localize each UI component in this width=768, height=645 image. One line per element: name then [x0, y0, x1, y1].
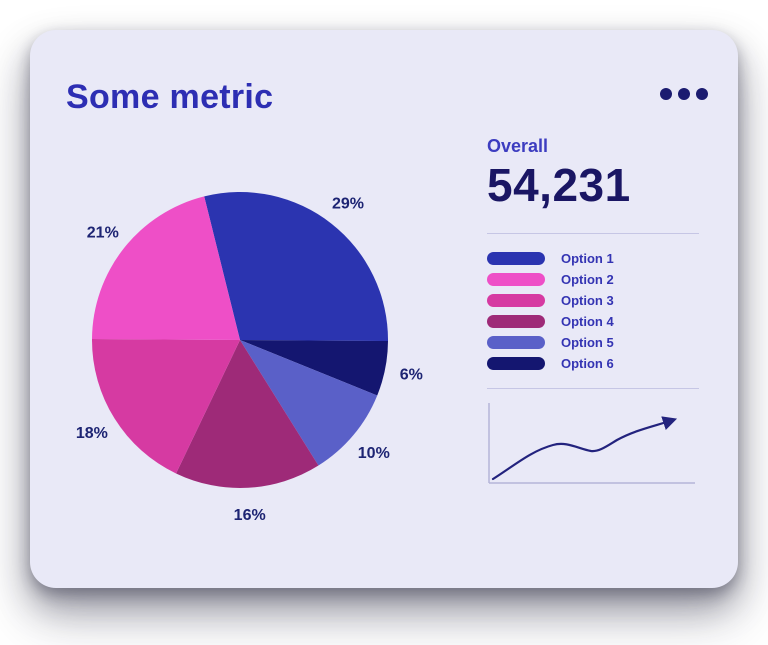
legend-label: Option 3: [561, 293, 614, 309]
pie-slice-option-5: [240, 340, 378, 466]
legend-swatch: [487, 357, 545, 371]
divider: [487, 388, 699, 390]
summary-panel: Overall 54,231 Option 1 Option 2 Option …: [487, 136, 699, 487]
pie-chart: 29% 6% 10% 16% 18% 21%: [76, 192, 423, 524]
legend-swatch: [487, 252, 545, 266]
ellipsis-menu-icon[interactable]: [656, 84, 712, 104]
trend-line-path: [491, 416, 678, 481]
pie-slice-label: 10%: [358, 445, 390, 462]
legend-item: Option 6: [487, 356, 699, 372]
legend-item: Option 4: [487, 314, 699, 330]
pie-slice-option-4: [176, 340, 319, 488]
pie-slice-option-2: [92, 196, 240, 340]
legend-swatch: [487, 315, 545, 329]
legend-label: Option 2: [561, 272, 614, 288]
pie-slice-label: 29%: [332, 195, 364, 212]
metric-card: Some metric 29% 6% 10% 16% 18% 21% Overall 54…: [30, 30, 738, 588]
pie-legend: Option 1 Option 2 Option 3 Option 4 Opti…: [487, 251, 699, 372]
pie-slice-label: 18%: [76, 425, 108, 442]
legend-swatch: [487, 273, 545, 287]
pie-slice-option-1: [204, 192, 389, 342]
legend-label: Option 4: [561, 314, 614, 330]
legend-swatch: [487, 294, 545, 308]
divider: [487, 233, 699, 235]
pie-slice-label: 16%: [234, 507, 266, 524]
pie-slice-option-6: [240, 340, 388, 396]
pie-slice-option-3: [91, 338, 240, 474]
legend-item: Option 3: [487, 293, 699, 309]
dot-icon: [678, 88, 690, 100]
overall-value: 54,231: [487, 159, 631, 211]
dot-icon: [696, 88, 708, 100]
trend-sparkline: [488, 403, 695, 485]
pie-slice-label: 6%: [400, 366, 423, 383]
legend-item: Option 1: [487, 251, 699, 267]
legend-label: Option 5: [561, 335, 614, 351]
legend-item: Option 2: [487, 272, 699, 288]
overall-label: Overall: [487, 136, 549, 156]
card-title: Some metric: [66, 78, 274, 116]
legend-item: Option 5: [487, 335, 699, 351]
legend-label: Option 6: [561, 356, 614, 372]
legend-swatch: [487, 336, 545, 350]
pie-slice-label: 21%: [87, 225, 119, 242]
dot-icon: [660, 88, 672, 100]
legend-label: Option 1: [561, 251, 614, 267]
